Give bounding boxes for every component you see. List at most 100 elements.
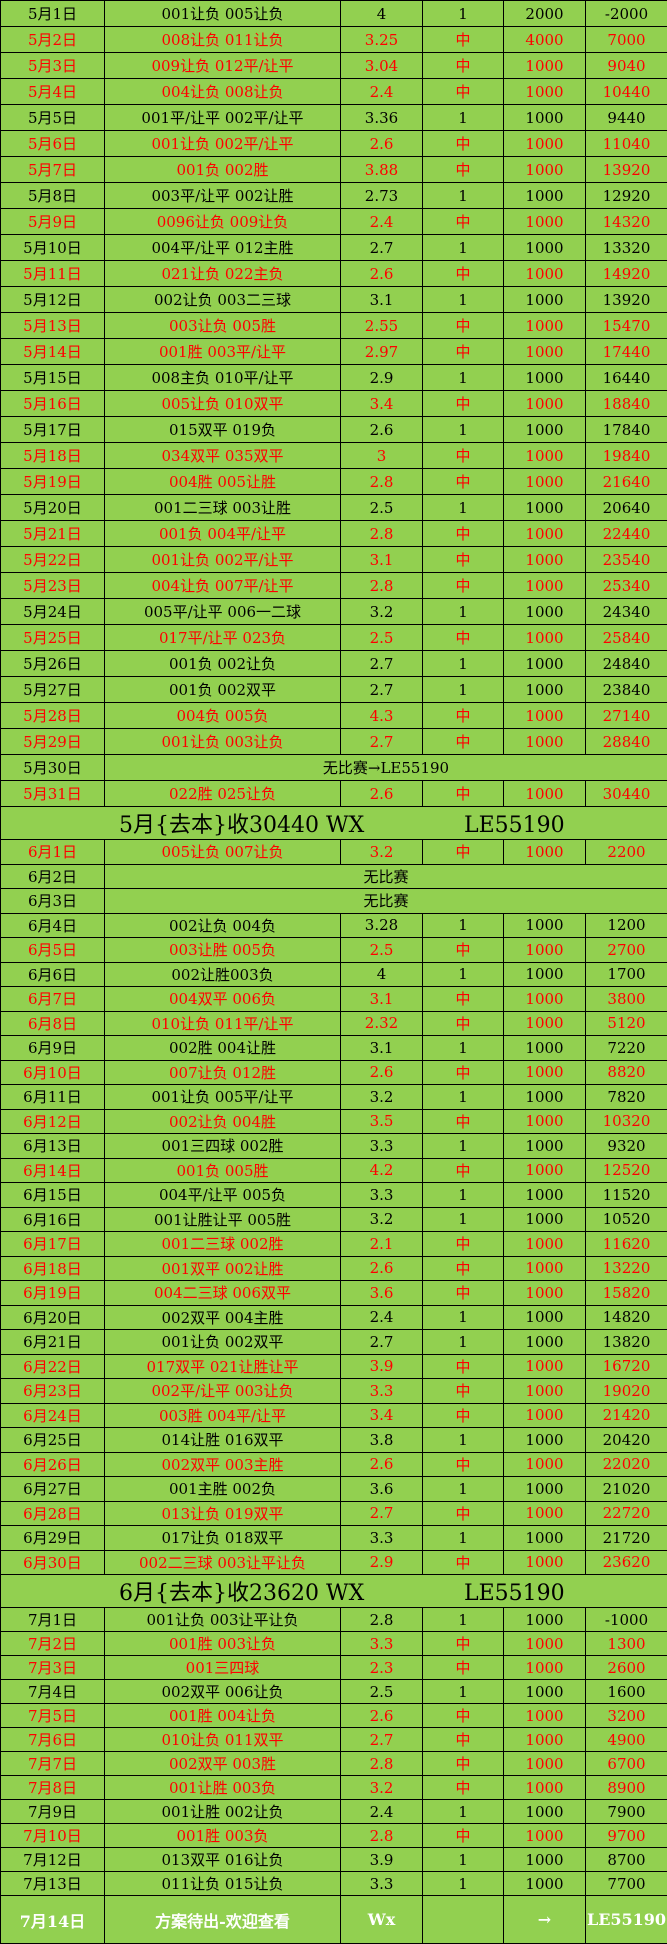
total-cell: 13920 — [586, 287, 667, 313]
total-cell: 17840 — [586, 417, 667, 443]
pick-cell: 004负 005负 — [105, 703, 341, 729]
stake-cell: 1000 — [504, 1109, 586, 1134]
date-cell: 6月28日 — [1, 1501, 105, 1526]
date-cell: 7月1日 — [1, 1608, 105, 1632]
total-cell: 14320 — [586, 209, 667, 235]
date-cell: 6月14日 — [1, 1158, 105, 1183]
odds-cell: 4.2 — [341, 1158, 423, 1183]
date-cell: 6月9日 — [1, 1036, 105, 1061]
pick-cell: 002双平 006让负 — [105, 1680, 341, 1704]
total-cell: 13920 — [586, 157, 667, 183]
result-cell: 中 — [423, 703, 504, 729]
total-cell: 9440 — [586, 105, 667, 131]
odds-cell: 3.25 — [341, 27, 423, 53]
stake-cell: 1000 — [504, 1256, 586, 1281]
summary-code: LE55190 — [464, 1581, 565, 1606]
stake-cell: 1000 — [504, 521, 586, 547]
result-cell: 中 — [423, 1011, 504, 1036]
result-cell: 中 — [423, 1403, 504, 1428]
date-cell: 5月30日 — [1, 755, 105, 781]
stake-cell: 1000 — [504, 1680, 586, 1704]
odds-cell: 3.3 — [341, 1526, 423, 1551]
stake-cell: 1000 — [504, 443, 586, 469]
date-cell: 5月18日 — [1, 443, 105, 469]
stake-cell: 1000 — [504, 1036, 586, 1061]
date-cell: 6月10日 — [1, 1060, 105, 1085]
total-cell: 19840 — [586, 443, 667, 469]
result-cell: 中 — [423, 1452, 504, 1477]
result-cell: 1 — [423, 962, 504, 987]
result-cell: 中 — [423, 1656, 504, 1680]
odds-cell: 2.7 — [341, 651, 423, 677]
result-cell: 中 — [423, 1060, 504, 1085]
pick-cell: 005让负 010双平 — [105, 391, 341, 417]
pick-cell: 001胜 004让负 — [105, 1704, 341, 1728]
result-cell: 1 — [423, 1036, 504, 1061]
result-cell: 1 — [423, 1477, 504, 1502]
pick-cell: 001双平 002让胜 — [105, 1256, 341, 1281]
stake-cell: 1000 — [504, 1656, 586, 1680]
odds-cell: 2.4 — [341, 79, 423, 105]
result-cell: 1 — [423, 1428, 504, 1453]
date-cell: 5月28日 — [1, 703, 105, 729]
pick-cell: 017双平 021让胜让平 — [105, 1354, 341, 1379]
odds-cell: 3.1 — [341, 987, 423, 1012]
result-cell: 1 — [423, 1800, 504, 1824]
pick-cell: 003让负 005胜 — [105, 313, 341, 339]
result-cell: 中 — [423, 1379, 504, 1404]
code-cell: LE55190 — [586, 1896, 667, 1944]
odds-cell: 2.7 — [341, 235, 423, 261]
odds-cell: 2.7 — [341, 677, 423, 703]
result-cell: 中 — [423, 1550, 504, 1575]
odds-cell: 2.7 — [341, 1728, 423, 1752]
date-cell: 5月29日 — [1, 729, 105, 755]
note-cell: 无比赛→LE55190 — [105, 755, 667, 781]
total-cell: 27140 — [586, 703, 667, 729]
date-cell: 6月19日 — [1, 1281, 105, 1306]
odds-cell: 3.2 — [341, 840, 423, 865]
result-cell: 1 — [423, 495, 504, 521]
pick-cell: 004平/让平 005负 — [105, 1183, 341, 1208]
stake-cell: 1000 — [504, 417, 586, 443]
date-cell: 6月22日 — [1, 1354, 105, 1379]
odds-cell: 2.5 — [341, 938, 423, 963]
odds-cell: 2.8 — [341, 1608, 423, 1632]
result-cell: 中 — [423, 339, 504, 365]
odds-cell: 3.1 — [341, 287, 423, 313]
pick-cell: 003让胜 005负 — [105, 938, 341, 963]
summary-text: 6月{去本}收23620 WX — [119, 1575, 464, 1607]
pick-cell: 004让负 008让负 — [105, 79, 341, 105]
date-cell: 5月17日 — [1, 417, 105, 443]
odds-cell: 2.6 — [341, 781, 423, 807]
result-cell: 中 — [423, 1776, 504, 1800]
date-cell: 5月11日 — [1, 261, 105, 287]
result-cell: 中 — [423, 1281, 504, 1306]
result-cell: 中 — [423, 1256, 504, 1281]
stake-cell: 1000 — [504, 365, 586, 391]
date-cell: 6月26日 — [1, 1452, 105, 1477]
stake-cell: 1000 — [504, 495, 586, 521]
date-cell: 7月13日 — [1, 1872, 105, 1896]
total-cell: 15820 — [586, 1281, 667, 1306]
result-cell: 1 — [423, 599, 504, 625]
pick-cell: 004胜 005让胜 — [105, 469, 341, 495]
odds-cell: 3.1 — [341, 1036, 423, 1061]
date-cell: 6月11日 — [1, 1085, 105, 1110]
stake-cell: 1000 — [504, 1281, 586, 1306]
